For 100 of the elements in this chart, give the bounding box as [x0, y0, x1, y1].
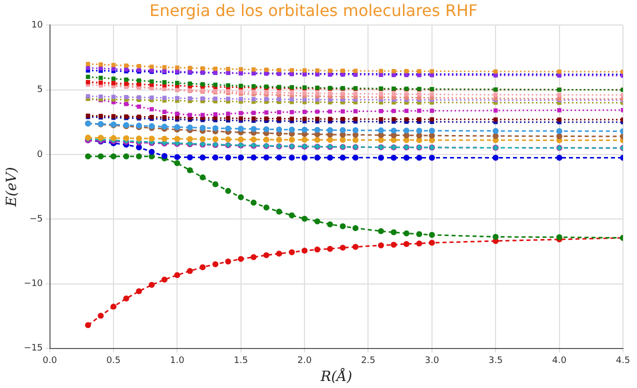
point: [186, 124, 193, 130]
point: [226, 112, 230, 116]
point: [200, 154, 206, 160]
x-tick-label: 0.0: [42, 356, 58, 366]
point: [150, 79, 154, 84]
point: [175, 112, 180, 116]
point: [276, 154, 282, 160]
point: [186, 268, 193, 274]
point: [212, 125, 218, 132]
point: [188, 82, 192, 86]
point: [340, 136, 346, 143]
point: [392, 68, 396, 74]
point: [302, 216, 308, 222]
point: [352, 244, 359, 250]
point: [98, 66, 103, 70]
point: [288, 126, 295, 133]
point: [416, 154, 422, 161]
y-tick-label: 0: [37, 150, 44, 160]
point: [263, 252, 270, 258]
point: [150, 107, 154, 112]
point: [390, 154, 397, 161]
point: [225, 154, 232, 160]
point: [250, 154, 257, 160]
point: [557, 108, 562, 112]
point: [302, 136, 308, 143]
point: [111, 94, 116, 99]
point: [340, 244, 346, 251]
chart-title: Energia de los orbitales moleculares RHF: [149, 0, 478, 20]
point: [378, 127, 384, 134]
point: [238, 67, 243, 72]
point: [85, 322, 92, 328]
point: [123, 153, 130, 160]
point: [212, 136, 218, 142]
point: [302, 248, 308, 254]
point: [200, 174, 206, 180]
point: [290, 110, 294, 114]
point: [328, 68, 332, 73]
y-tick-label: −10: [24, 279, 44, 290]
point: [403, 240, 410, 247]
point: [353, 68, 358, 73]
point: [378, 242, 384, 248]
point: [98, 153, 104, 160]
point: [416, 240, 422, 247]
point: [302, 91, 307, 96]
y-tick-label: −5: [30, 214, 43, 224]
x-tick-label: 3.5: [488, 356, 503, 366]
x-tick-label: 2.0: [297, 356, 312, 366]
point: [200, 82, 205, 86]
x-axis-title: R(Å): [320, 368, 352, 386]
point: [212, 154, 218, 160]
point: [225, 258, 232, 265]
point: [161, 136, 168, 142]
x-tick-label: 1.5: [234, 356, 248, 366]
x-tick-label: 2.5: [361, 356, 376, 366]
point: [200, 66, 205, 70]
point: [492, 234, 499, 240]
point: [494, 92, 498, 97]
x-tick-label: 4.5: [616, 356, 630, 366]
point: [416, 231, 422, 238]
point: [136, 104, 142, 109]
point: [174, 272, 180, 278]
point: [200, 112, 205, 118]
point: [314, 218, 320, 224]
point: [392, 92, 396, 96]
point: [251, 97, 256, 102]
point: [250, 254, 257, 260]
point: [315, 116, 320, 122]
point: [124, 78, 128, 82]
point: [98, 312, 104, 319]
point: [251, 110, 256, 115]
point: [315, 110, 320, 114]
x-tick-label: 3.0: [424, 356, 440, 366]
y-axis-title: E(eV): [4, 167, 20, 208]
point: [175, 80, 180, 86]
point: [263, 204, 270, 210]
point: [162, 80, 167, 84]
point: [353, 92, 358, 96]
y-tick-label: −15: [24, 344, 43, 354]
point: [340, 109, 345, 114]
point: [392, 108, 396, 114]
point: [264, 110, 268, 115]
point: [162, 110, 167, 114]
point: [417, 108, 422, 113]
point: [238, 96, 243, 102]
x-tick-label: 4.0: [552, 356, 567, 366]
point: [123, 135, 130, 142]
point: [314, 136, 320, 143]
point: [213, 66, 218, 71]
point: [136, 64, 142, 68]
point: [302, 110, 307, 114]
point: [430, 92, 434, 96]
point: [250, 126, 257, 132]
point: [352, 127, 359, 134]
point: [428, 240, 435, 246]
point: [200, 264, 206, 270]
point: [340, 68, 345, 73]
point: [314, 126, 320, 133]
point: [186, 167, 193, 174]
point: [417, 92, 422, 96]
point: [98, 94, 103, 99]
